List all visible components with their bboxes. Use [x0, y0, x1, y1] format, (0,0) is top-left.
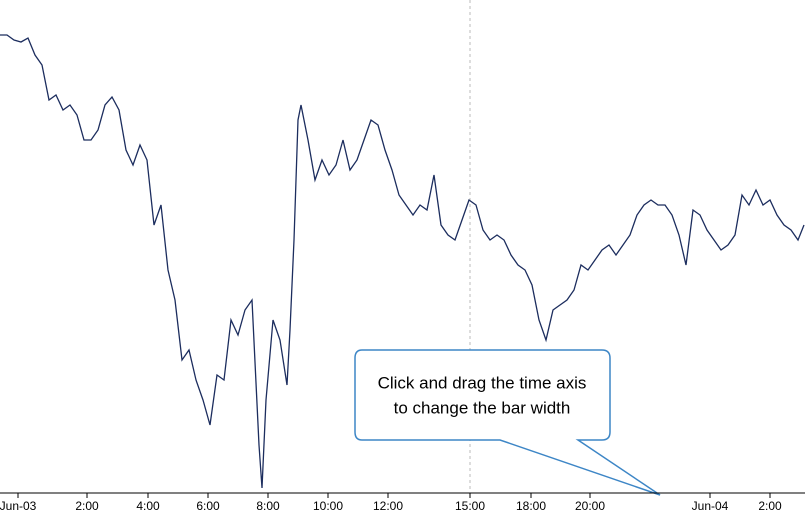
callout-box: [354, 349, 661, 496]
x-tick-label: 4:00: [136, 499, 160, 513]
x-tick-label: 6:00: [196, 499, 220, 513]
callout-text: Click and drag the time axis: [378, 373, 587, 392]
x-tick-label: 12:00: [373, 499, 403, 513]
x-tick-label: 2:00: [75, 499, 99, 513]
x-tick-label: 10:00: [313, 499, 343, 513]
x-tick-label: 18:00: [516, 499, 546, 513]
x-tick-label: 2:00: [758, 499, 782, 513]
x-tick-label: Jun-04: [692, 499, 729, 513]
callout-text: to change the bar width: [394, 398, 571, 417]
x-tick-label: 8:00: [256, 499, 280, 513]
price-line: [0, 34, 805, 489]
x-tick-label: 15:00: [455, 499, 485, 513]
x-tick-label: Jun-03: [0, 499, 37, 513]
x-tick-label: 20:00: [575, 499, 605, 513]
